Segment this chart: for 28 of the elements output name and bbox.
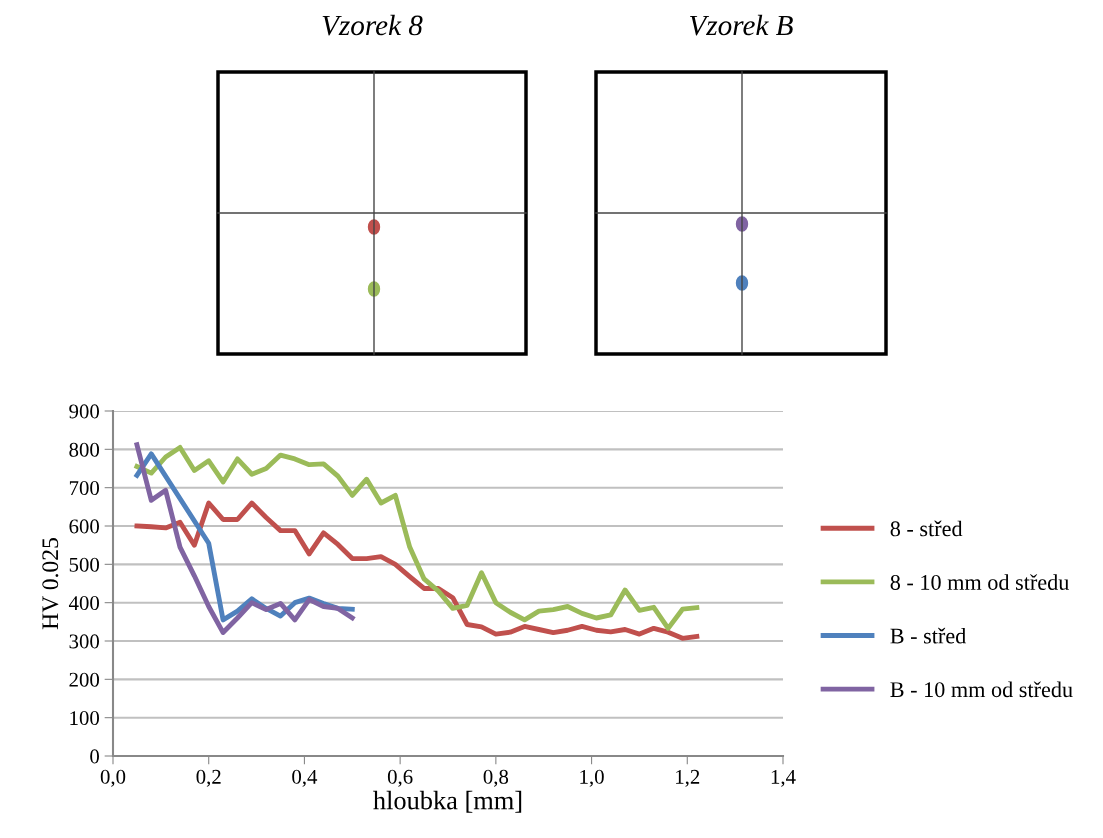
x-tick-label: 0,4 [292,769,318,787]
x-tick-label: 0,8 [483,769,509,787]
x-tick-label: 0,6 [387,769,413,787]
line-series [134,500,700,641]
text: Vzorek B [690,14,793,36]
y-tick-label: 700 [69,481,100,496]
y-tick-label: 0 [90,749,100,764]
legend-label: 8 - střed [890,520,963,537]
y-tick-label: 300 [69,634,100,649]
legend-label: B - střed [890,627,967,644]
y-tick-label: 200 [69,672,100,687]
line-series [134,444,700,631]
y-tick-label: 500 [69,557,100,572]
x-tick-label: 0,2 [196,769,221,787]
text: Vzorek 8 [322,14,423,36]
y-tick-label: 100 [70,711,100,726]
x-tick-label: 1,0 [580,769,604,787]
x-tick-label: 1,2 [676,769,700,787]
y-tick-label: 400 [68,596,100,611]
legend-label: B - 10 mm od středu [890,681,1073,698]
y-tick-label: 600 [69,519,100,534]
x-tick-label: 1,4 [771,769,796,787]
x-tick-label: 0,0 [100,769,126,787]
y-tick-label: 900 [69,404,100,419]
legend-label: 8 - 10 mm od středu [890,574,1069,590]
y-tick-label: 800 [69,442,100,457]
y-axis-title: HV 0.025 [42,538,59,630]
x-axis-title: hloubka [mm] [373,790,522,813]
